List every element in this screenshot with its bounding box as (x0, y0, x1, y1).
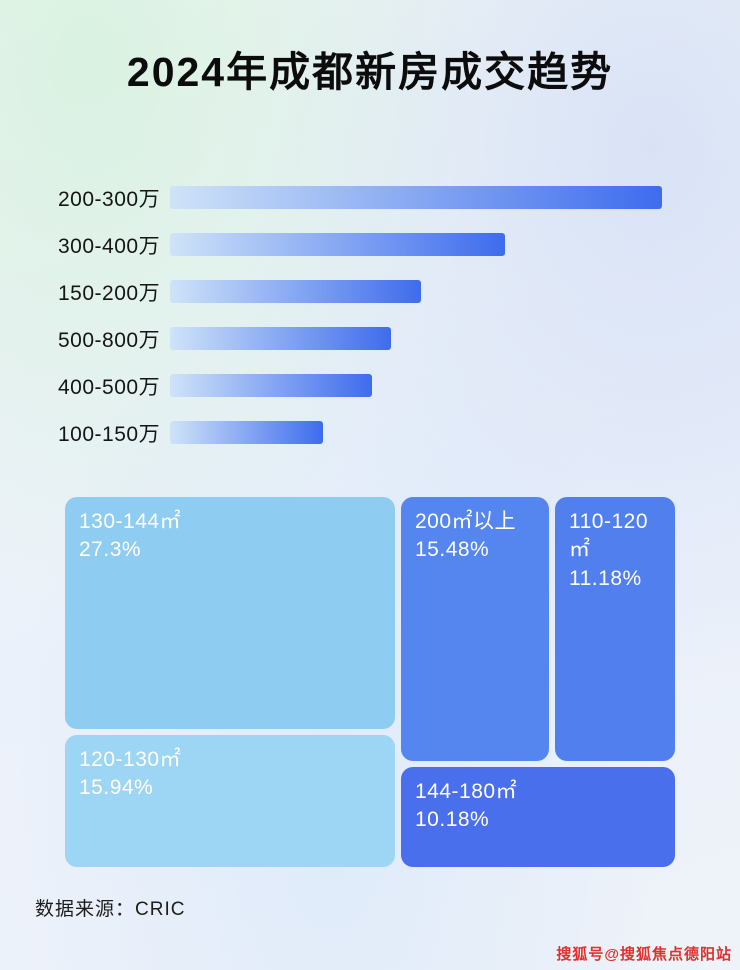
watermark-text: 搜狐号@搜狐焦点德阳站 (556, 946, 732, 963)
bar-track (170, 280, 662, 303)
bar-category-label: 500-800万 (58, 328, 161, 352)
treemap-block-label: 130-144㎡ (79, 510, 182, 533)
bar (170, 280, 421, 303)
bar-row: 400-500万 (58, 374, 662, 399)
treemap-block-value: 11.18% (569, 566, 642, 590)
bar-row: 100-150万 (58, 421, 662, 446)
treemap-block-label: 144-180㎡ (415, 780, 518, 803)
bar-row: 500-800万 (58, 327, 662, 352)
bar-row: 300-400万 (58, 233, 662, 258)
bar-category-label: 150-200万 (58, 281, 161, 305)
bar-chart: 200-300万 300-400万 150-200万 500-800万 400-500万… (58, 186, 662, 468)
bar-row: 150-200万 (58, 280, 662, 305)
data-source-label: 数据来源：CRIC (35, 899, 186, 920)
treemap-block-200-plus: 200㎡以上 15.48% (401, 497, 549, 761)
treemap-block-144-180: 144-180㎡ 10.18% (401, 767, 675, 867)
page-title: 2024年成都新房成交趋势 (126, 49, 614, 95)
bar-track (170, 421, 662, 444)
bar (170, 233, 505, 256)
bar-row: 200-300万 (58, 186, 662, 211)
treemap-block-label: 120-130㎡ (79, 748, 182, 771)
bar-category-label: 200-300万 (58, 187, 161, 211)
bar-track (170, 186, 662, 209)
bar-category-label: 100-150万 (58, 422, 161, 446)
treemap-block-value: 10.18% (415, 808, 490, 832)
treemap-block-label: 200㎡以上 (415, 510, 517, 533)
treemap-block-130-144: 130-144㎡ 27.3% (65, 497, 395, 729)
bar-category-label: 400-500万 (58, 375, 161, 399)
treemap-block-label: 110-120㎡ (569, 510, 649, 562)
bar (170, 421, 323, 444)
bar (170, 374, 372, 397)
bar-category-label: 300-400万 (58, 234, 161, 258)
treemap-block-value: 15.94% (79, 776, 154, 800)
bar-track (170, 233, 662, 256)
treemap-chart: 130-144㎡ 27.3% 200㎡以上 15.48% 110-120㎡ 11.18% 1… (65, 497, 675, 867)
bar (170, 327, 392, 350)
treemap-block-value: 15.48% (415, 538, 490, 562)
treemap-block-120-130: 120-130㎡ 15.94% (65, 735, 395, 867)
bar-track (170, 327, 662, 350)
treemap-block-110-120: 110-120㎡ 11.18% (555, 497, 675, 761)
bar-track (170, 374, 662, 397)
treemap-block-value: 27.3% (79, 538, 142, 562)
bar (170, 186, 662, 209)
